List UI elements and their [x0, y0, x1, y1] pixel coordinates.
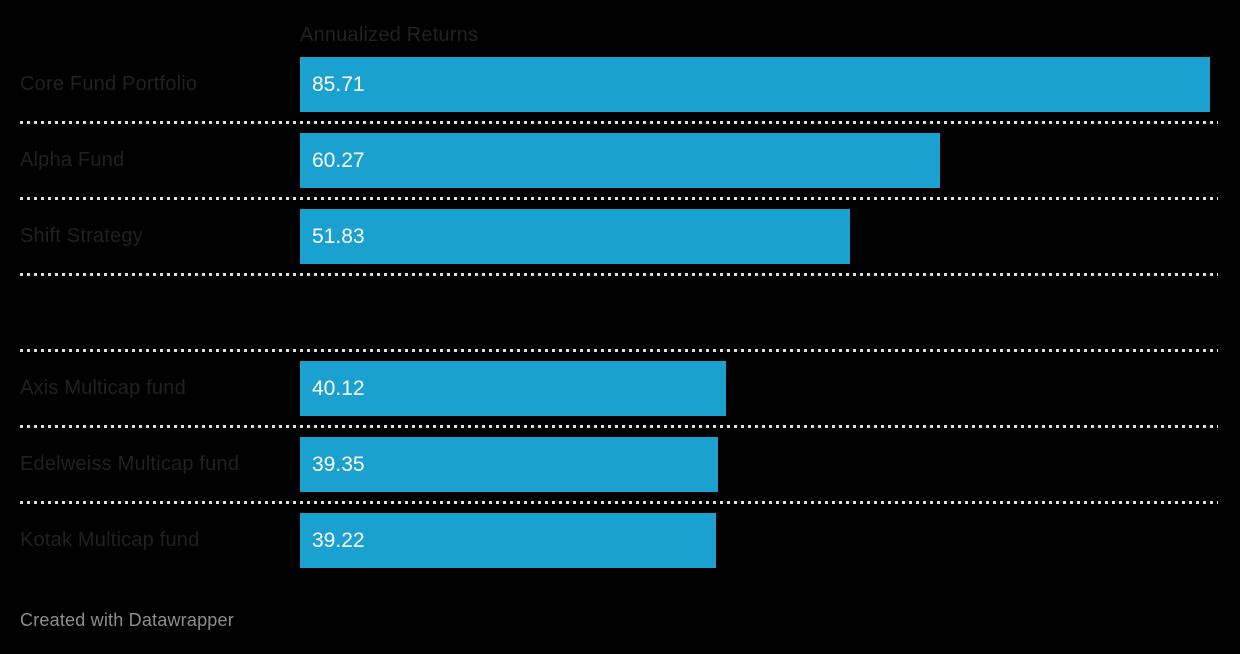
row-label: Shift Strategy	[20, 225, 143, 247]
row-separator	[20, 121, 1218, 124]
row-separator	[20, 197, 1218, 200]
bar-value-label: 85.71	[312, 72, 365, 96]
chart-row: Core Fund Portfolio 85.71	[20, 57, 1218, 112]
bar: 39.35	[300, 437, 718, 492]
row-separator	[20, 425, 1218, 428]
row-separator	[20, 349, 1218, 352]
bar-value-label: 60.27	[312, 148, 365, 172]
row-label: Kotak Multicap fund	[20, 529, 200, 551]
row-label: Axis Multicap fund	[20, 377, 186, 399]
bar-value-label: 39.35	[312, 452, 365, 476]
chart-row: Shift Strategy 51.83	[20, 209, 1218, 264]
bar: 51.83	[300, 209, 851, 264]
bar-area: 39.35	[300, 437, 1210, 492]
bar-value-label: 40.12	[312, 376, 365, 400]
row-separator	[20, 501, 1218, 504]
chart-row	[20, 285, 1218, 340]
bar-area	[300, 285, 1210, 340]
chart-row: Alpha Fund 60.27	[20, 133, 1218, 188]
chart-row: Axis Multicap fund 40.12	[20, 361, 1218, 416]
datawrapper-attribution-link[interactable]: Created with Datawrapper	[20, 610, 234, 630]
row-label: Alpha Fund	[20, 149, 125, 171]
row-label: Edelweiss Multicap fund	[20, 453, 240, 475]
column-header: Annualized Returns	[300, 23, 479, 46]
bar-area: 60.27	[300, 133, 1210, 188]
bar-area: 85.71	[300, 57, 1210, 112]
bar-value-label: 51.83	[312, 224, 365, 248]
chart-row: Kotak Multicap fund 39.22	[20, 513, 1218, 568]
bar: 85.71	[300, 57, 1210, 112]
bar-area: 51.83	[300, 209, 1210, 264]
row-separator	[20, 273, 1218, 276]
chart-header-row: Annualized Returns	[20, 24, 1218, 46]
bar-area: 39.22	[300, 513, 1210, 568]
bar: 60.27	[300, 133, 940, 188]
chart-row: Edelweiss Multicap fund 39.35	[20, 437, 1218, 492]
bar: 40.12	[300, 361, 726, 416]
bar-value-label: 39.22	[312, 528, 365, 552]
chart-rows: Core Fund Portfolio 85.71 Alpha Fund 60.27 S…	[20, 57, 1218, 568]
bar: 39.22	[300, 513, 717, 568]
bar-area: 40.12	[300, 361, 1210, 416]
row-label: Core Fund Portfolio	[20, 73, 198, 95]
